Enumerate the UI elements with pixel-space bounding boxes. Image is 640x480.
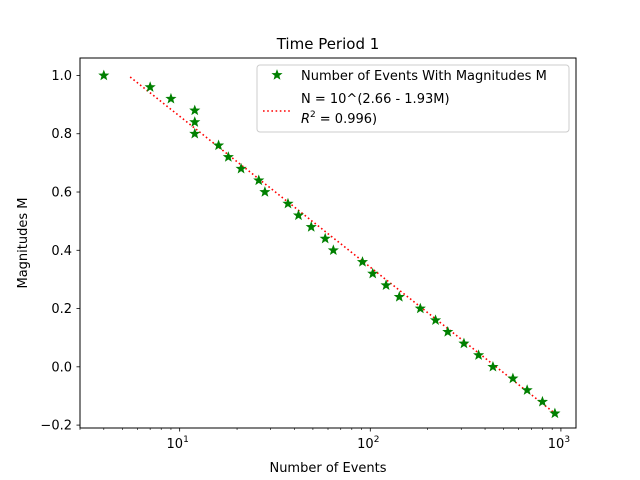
data-point <box>549 407 561 419</box>
data-point <box>98 69 110 81</box>
legend-marker-star <box>271 69 283 80</box>
legend: Number of Events With Magnitudes M N = 1… <box>256 64 570 133</box>
data-point <box>327 244 339 256</box>
data-point <box>319 232 331 244</box>
data-point <box>253 174 265 186</box>
data-point <box>259 186 271 197</box>
x-tick-label: 103 <box>548 435 570 452</box>
data-point <box>356 256 369 267</box>
data-point <box>189 127 201 139</box>
y-tick-label: −0.2 <box>40 419 72 434</box>
data-point <box>144 81 156 92</box>
data-point <box>536 395 549 407</box>
y-tick-label: 1.0 <box>51 69 72 84</box>
data-point <box>367 267 379 279</box>
x-axis-label: Number of Events <box>269 461 386 476</box>
x-tick-label: 101 <box>167 435 189 452</box>
y-tick-label: 0.2 <box>51 302 72 317</box>
y-tick-label: 0.8 <box>51 127 72 142</box>
data-point <box>473 349 485 360</box>
data-point <box>507 372 519 384</box>
legend-r2-exponent: 2 <box>310 110 316 120</box>
legend-r2-symbol: R <box>301 112 310 127</box>
legend-star-shape <box>271 69 283 80</box>
data-point <box>282 197 294 209</box>
x-axis-ticks: 101 102 103 <box>79 428 570 452</box>
y-axis-label: Magnitudes M <box>16 198 31 289</box>
data-point <box>305 221 317 232</box>
data-points-layer <box>98 69 561 419</box>
data-point <box>429 314 442 325</box>
legend-r2-value: = 0.996) <box>320 112 377 127</box>
data-point <box>235 162 247 174</box>
data-point <box>222 151 234 162</box>
legend-box <box>256 64 570 133</box>
data-point <box>414 302 426 314</box>
y-tick-label: 0.0 <box>51 360 72 375</box>
data-point <box>521 384 533 395</box>
data-point <box>292 209 305 221</box>
chart-title: Time Period 1 <box>276 35 380 53</box>
data-point <box>458 337 470 349</box>
data-point <box>393 291 405 302</box>
data-point <box>487 360 499 372</box>
data-point <box>189 104 201 116</box>
y-tick-label: 0.6 <box>51 186 72 201</box>
y-axis-ticks: 1.0 0.8 0.6 0.4 0.2 0.0 −0.2 <box>40 69 80 434</box>
data-point <box>189 116 201 127</box>
legend-label-scatter: Number of Events With Magnitudes M <box>301 69 547 84</box>
plot-area <box>79 57 577 429</box>
y-tick-label: 0.4 <box>51 244 72 259</box>
data-point <box>165 92 177 104</box>
x-tick-label: 102 <box>357 435 379 452</box>
legend-label-fit: N = 10^(2.66 - 1.93M) <box>301 92 450 107</box>
data-point <box>442 326 454 337</box>
data-point <box>380 279 392 290</box>
legend-label-r2: R2 = 0.996) <box>301 110 377 127</box>
data-point <box>213 139 225 151</box>
